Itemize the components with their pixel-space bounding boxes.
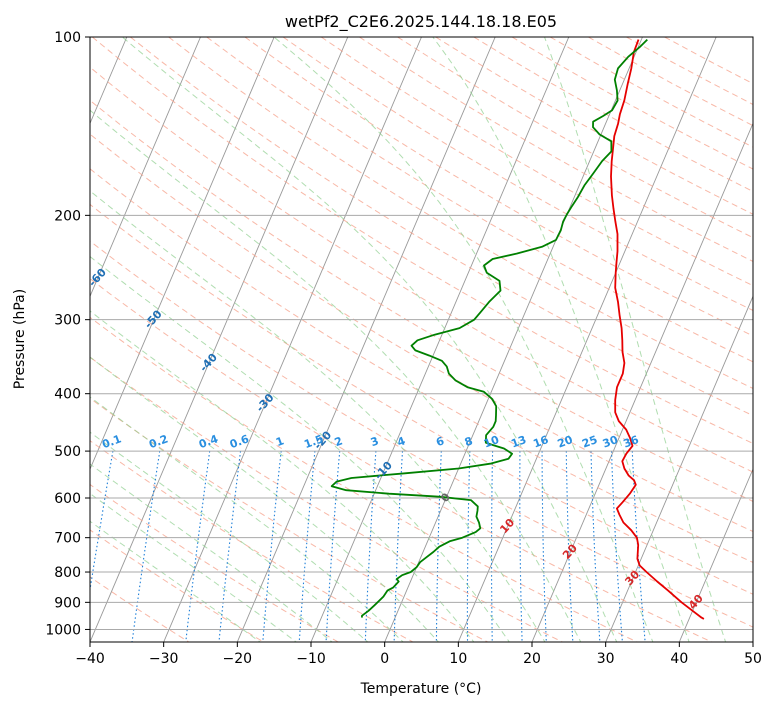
dry-adiabat-line bbox=[90, 99, 753, 502]
x-tick-label: 40 bbox=[670, 651, 688, 667]
x-tick-label: −30 bbox=[149, 651, 179, 667]
mixing-ratio-line bbox=[565, 451, 574, 642]
mixing-ratio-line bbox=[262, 451, 282, 642]
y-tick-label: 1000 bbox=[45, 622, 81, 638]
x-tick-label: −20 bbox=[223, 651, 253, 667]
moist-adiabat-line bbox=[90, 356, 440, 642]
isotherm-line bbox=[457, 37, 717, 642]
mixing-ratio-label: 6 bbox=[434, 434, 446, 449]
mixing-ratio-label: 3 bbox=[369, 434, 381, 449]
dry-adiabat-line bbox=[206, 37, 753, 363]
isotherm-line bbox=[605, 295, 753, 642]
x-tick-label: 10 bbox=[449, 651, 467, 667]
moist-adiabat-line bbox=[90, 463, 333, 642]
isotherm-label: -80 bbox=[0, 154, 10, 178]
dry-adiabat-line bbox=[130, 37, 753, 417]
mixing-ratio-label: 30 bbox=[601, 433, 620, 451]
mixing-ratio-line bbox=[298, 451, 316, 642]
mixing-ratio-label: 36 bbox=[622, 433, 641, 451]
mixing-ratio-label: 1 bbox=[274, 434, 286, 449]
mixing-ratio-label: 0.4 bbox=[197, 432, 220, 451]
dry-adiabat-line bbox=[168, 37, 753, 389]
y-tick-label: 200 bbox=[54, 208, 81, 224]
mixing-ratio-line bbox=[185, 451, 211, 642]
mixing-ratio-label: 2 bbox=[333, 434, 345, 449]
mixing-ratio-label: 10 bbox=[482, 433, 501, 451]
dry-adiabat-line bbox=[90, 483, 340, 642]
mixing-ratio-line bbox=[466, 451, 471, 642]
dry-adiabat-line bbox=[244, 37, 753, 337]
x-tick-label: −10 bbox=[296, 651, 326, 667]
profile-lines bbox=[330, 38, 705, 620]
y-axis-ticks: 100 200 300 400 500 600 700 800 900 1000 bbox=[45, 30, 90, 638]
mixing-ratio-label: 8 bbox=[463, 434, 475, 449]
isotherm-line bbox=[236, 37, 496, 642]
mixing-ratio-line bbox=[490, 451, 494, 642]
mixing-ratio-label: 1.5 bbox=[302, 432, 325, 451]
mixing-ratio-line bbox=[631, 451, 646, 642]
x-axis-title: Temperature (°C) bbox=[360, 681, 482, 697]
isotherm-line bbox=[752, 640, 753, 642]
y-tick-label: 400 bbox=[54, 387, 81, 403]
mixing-ratio-labels: 0.1 0.2 0.4 0.6 1 1.5 2 3 4 6 8 10 13 16 20 25 30 36 bbox=[100, 432, 640, 451]
dry-adiabat-line bbox=[90, 133, 753, 533]
pressure-gridlines bbox=[90, 37, 753, 630]
mixing-ratio-label: 0.6 bbox=[228, 432, 251, 451]
mixing-ratio-line bbox=[131, 451, 161, 642]
mixing-ratio-label: 13 bbox=[509, 433, 528, 450]
plot-frame bbox=[89, 36, 754, 643]
x-tick-label: −40 bbox=[75, 651, 105, 667]
x-tick-label: 50 bbox=[744, 651, 762, 667]
mixing-ratio-label: 0.2 bbox=[147, 432, 170, 451]
mixing-ratio-line bbox=[610, 451, 623, 642]
x-tick-label: 30 bbox=[597, 651, 615, 667]
x-tick-label: 0 bbox=[380, 651, 389, 667]
dry-adiabat-line bbox=[90, 278, 713, 642]
dry-adiabat-line bbox=[320, 37, 753, 287]
isotherm-line bbox=[90, 37, 201, 298]
mixing-ratio-line bbox=[435, 451, 442, 642]
temperature-profile-line bbox=[610, 39, 705, 620]
dewpoint-profile-line bbox=[330, 38, 648, 618]
y-tick-label: 800 bbox=[54, 565, 81, 581]
y-tick-label: 100 bbox=[54, 30, 81, 46]
mixing-ratio-line bbox=[541, 451, 547, 642]
mixing-ratio-line bbox=[519, 451, 523, 642]
y-tick-label: 500 bbox=[54, 444, 81, 460]
mixing-ratio-line bbox=[90, 451, 114, 594]
dry-adiabat-line bbox=[90, 66, 753, 473]
isotherm-line bbox=[384, 37, 643, 642]
moist-adiabat-line bbox=[121, 37, 618, 642]
mixing-ratio-label: 16 bbox=[531, 433, 550, 451]
x-tick-label: 20 bbox=[523, 651, 541, 667]
dry-adiabat-line bbox=[90, 168, 753, 563]
mixing-ratio-label: 25 bbox=[580, 433, 599, 450]
isotherm-line bbox=[531, 122, 753, 642]
dry-adiabat-line bbox=[91, 37, 753, 445]
mixing-ratio-line bbox=[364, 451, 377, 642]
isotherm-line bbox=[163, 37, 422, 642]
mixing-ratio-label: 20 bbox=[556, 433, 575, 451]
mixing-ratio-line bbox=[218, 451, 242, 642]
y-axis-title: Pressure (hPa) bbox=[12, 289, 28, 389]
y-tick-label: 700 bbox=[54, 531, 81, 547]
y-tick-label: 900 bbox=[54, 595, 81, 611]
y-tick-label: 300 bbox=[54, 313, 81, 329]
isotherm-line bbox=[90, 37, 349, 642]
chart-title: wetPf2_C2E6.2025.144.18.18.E05 bbox=[285, 12, 557, 32]
mixing-ratio-line bbox=[325, 451, 341, 642]
mixing-ratio-label: 0.1 bbox=[100, 432, 123, 451]
dry-adiabat-line bbox=[282, 37, 753, 312]
mixing-ratio-label: 4 bbox=[395, 434, 407, 449]
mixing-ratio-line bbox=[590, 451, 601, 642]
isotherm-line bbox=[678, 467, 753, 642]
x-axis-ticks: −40 −30 −20 −10 0 10 20 30 40 50 bbox=[75, 642, 762, 667]
dry-adiabat-line bbox=[90, 203, 753, 595]
y-tick-label: 600 bbox=[54, 491, 81, 507]
isotherm-line bbox=[90, 37, 275, 471]
